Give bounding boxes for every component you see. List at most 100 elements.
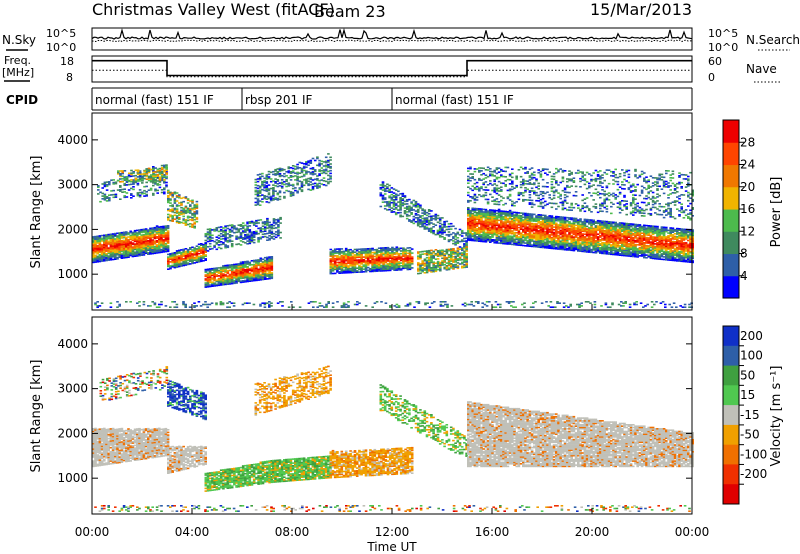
power-cell	[261, 184, 264, 187]
power-cell	[272, 187, 275, 189]
power-cell	[257, 273, 260, 276]
power-cell	[458, 248, 462, 250]
power-cell	[484, 238, 488, 240]
power-cell	[107, 243, 110, 245]
power-cell	[537, 244, 540, 247]
power-cell	[151, 252, 154, 255]
power-cell	[108, 182, 111, 184]
power-cell	[248, 231, 252, 234]
power-cell	[186, 250, 190, 252]
power-cell	[555, 240, 558, 242]
power-cell	[255, 219, 258, 222]
power-cell	[248, 273, 252, 276]
power-cell	[450, 252, 453, 254]
power-cell	[486, 231, 490, 234]
power-cell	[151, 244, 154, 247]
power-cell	[461, 249, 464, 252]
power-cell	[141, 178, 144, 181]
power-cell	[266, 219, 269, 221]
power-cell	[154, 175, 157, 177]
power-cell	[347, 269, 350, 271]
power-cell	[329, 260, 333, 263]
power-cell	[410, 220, 413, 222]
power-cell	[515, 222, 518, 225]
power-cell	[491, 226, 494, 229]
power-cell	[327, 161, 330, 163]
power-cell	[193, 254, 196, 256]
power-cell	[583, 225, 587, 227]
power-cell	[416, 220, 420, 223]
power-cell	[147, 253, 150, 255]
power-cell	[307, 177, 310, 180]
power-cell	[544, 246, 547, 249]
power-cell	[131, 247, 135, 250]
power-cell	[445, 265, 449, 267]
power-cell	[208, 240, 212, 242]
power-cell	[559, 237, 562, 240]
power-cell	[142, 246, 146, 248]
power-cell	[406, 266, 410, 268]
power-cell	[577, 238, 580, 240]
power-cell	[324, 164, 328, 167]
power-cell	[552, 223, 556, 226]
power-cell	[305, 173, 308, 175]
power-cell	[121, 172, 124, 175]
power-cell	[139, 177, 142, 179]
power-cell	[559, 217, 562, 220]
power-cell	[100, 252, 104, 254]
power-cell	[417, 251, 420, 253]
power-cell	[263, 270, 267, 272]
power-cell	[478, 221, 481, 224]
power-cell	[566, 224, 569, 227]
power-cell	[416, 224, 420, 227]
power-cell	[165, 177, 168, 180]
power-cell	[548, 236, 551, 239]
power-cell	[533, 225, 536, 228]
power-cell	[535, 227, 538, 229]
power-cell	[136, 236, 139, 238]
power-cell	[266, 258, 269, 260]
power-cell	[404, 267, 407, 269]
power-cell	[475, 240, 479, 242]
power-cell	[244, 228, 247, 231]
power-cell	[421, 262, 424, 265]
power-cell	[237, 271, 241, 273]
power-cell	[443, 267, 446, 270]
power-cell	[511, 231, 514, 234]
power-cell	[244, 236, 247, 239]
power-cell	[193, 256, 196, 259]
power-cell	[395, 269, 399, 271]
power-cell	[491, 235, 494, 237]
power-cell	[125, 244, 128, 247]
power-cell	[530, 230, 534, 233]
power-cell	[386, 190, 389, 192]
power-cell	[535, 220, 538, 223]
power-cell	[142, 229, 146, 232]
power-cell	[447, 253, 451, 256]
power-cell	[153, 245, 157, 248]
power-cell	[548, 233, 551, 236]
power-cell	[388, 190, 391, 192]
power-cell	[508, 228, 512, 231]
power-cell	[439, 255, 442, 257]
power-cell	[555, 229, 558, 231]
power-cell	[250, 235, 254, 238]
power-cell	[388, 262, 392, 265]
power-cell	[100, 245, 104, 248]
power-cell	[109, 253, 113, 256]
power-cell	[261, 277, 265, 279]
power-cell	[265, 182, 269, 184]
power-cell	[263, 275, 267, 278]
power-cell	[574, 239, 578, 241]
power-cell	[255, 270, 258, 272]
power-cell	[111, 233, 115, 235]
power-cell	[577, 244, 580, 247]
power-cell	[125, 236, 128, 239]
power-cell	[338, 261, 341, 264]
power-cell	[383, 190, 387, 193]
power-cell	[142, 231, 146, 233]
power-cell	[193, 262, 196, 264]
power-cell	[254, 178, 258, 181]
power-cell	[384, 261, 388, 264]
power-cell	[524, 220, 527, 223]
